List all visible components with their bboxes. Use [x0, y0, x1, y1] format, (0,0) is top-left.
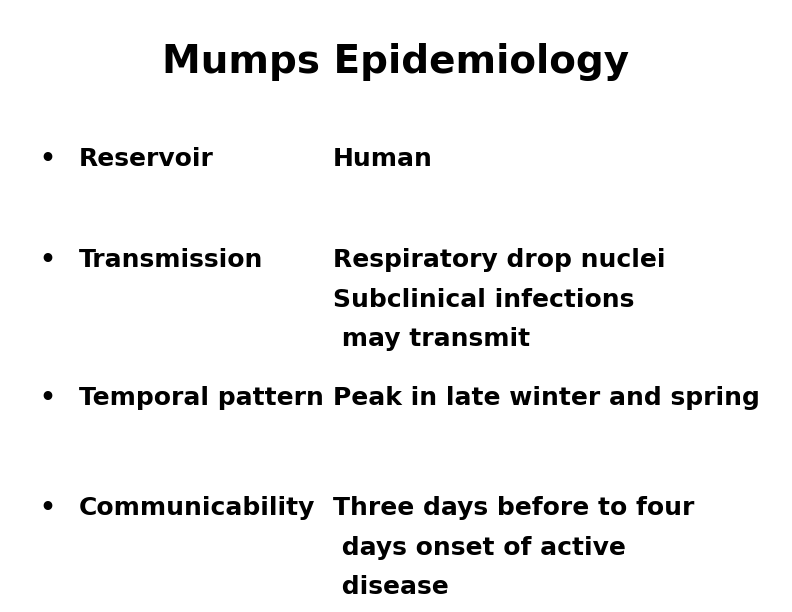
Text: Mumps Epidemiology: Mumps Epidemiology	[162, 43, 630, 81]
Text: disease: disease	[333, 575, 448, 599]
Text: •: •	[40, 496, 55, 520]
Text: days onset of active: days onset of active	[333, 536, 626, 559]
Text: Peak in late winter and spring: Peak in late winter and spring	[333, 386, 760, 409]
Text: Respiratory drop nuclei: Respiratory drop nuclei	[333, 248, 665, 272]
Text: Three days before to four: Three days before to four	[333, 496, 694, 520]
Text: •: •	[40, 386, 55, 409]
Text: Subclinical infections: Subclinical infections	[333, 288, 634, 312]
Text: Reservoir: Reservoir	[79, 147, 214, 171]
Text: •: •	[40, 248, 55, 272]
Text: •: •	[40, 147, 55, 171]
Text: may transmit: may transmit	[333, 327, 530, 351]
Text: Communicability: Communicability	[79, 496, 315, 520]
Text: Temporal pattern: Temporal pattern	[79, 386, 324, 409]
Text: Transmission: Transmission	[79, 248, 264, 272]
Text: Human: Human	[333, 147, 432, 171]
